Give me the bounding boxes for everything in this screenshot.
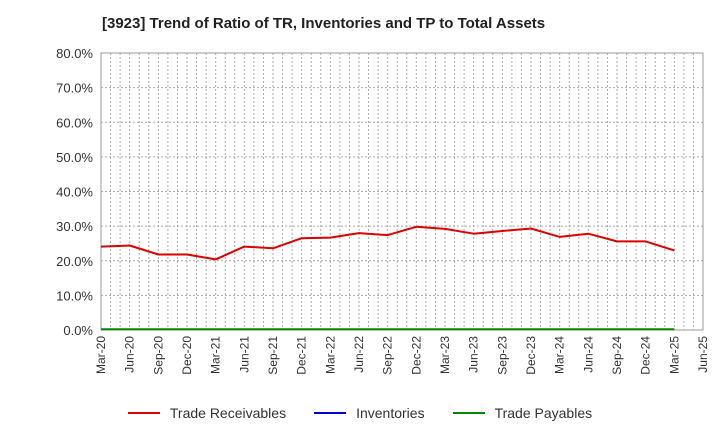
x-tick-label: Jun-24 <box>581 336 595 373</box>
x-tick-label: Dec-23 <box>524 336 538 375</box>
x-tick-label: Jun-23 <box>467 336 481 373</box>
x-tick-label: Mar-21 <box>209 336 223 374</box>
y-tick-label: 20.0% <box>56 254 93 269</box>
y-tick-label: 60.0% <box>56 115 93 130</box>
series-line-trade-receivables <box>100 225 675 261</box>
chart-title: [3923] Trend of Ratio of TR, Inventories… <box>102 15 546 32</box>
y-tick-label: 0.0% <box>63 323 93 338</box>
y-tick-label: 30.0% <box>56 219 93 234</box>
x-tick-label: Dec-22 <box>409 336 423 375</box>
legend-item-trade-receivables: Trade Receivables <box>127 405 287 421</box>
x-tick-label: Sep-24 <box>610 336 624 375</box>
y-axis-ticks: 0.0% 10.0% 20.0% 30.0% 40.0% 50.0% 60.0% 70.0% 8… <box>56 46 93 338</box>
legend-label-trade-receivables: Trade Receivables <box>169 405 287 421</box>
x-tick-label: Mar-24 <box>553 336 567 374</box>
x-tick-label: Mar-23 <box>438 336 452 374</box>
x-tick-label: Jun-22 <box>352 336 366 373</box>
legend: Trade Receivables Inventories Trade Paya… <box>0 405 720 421</box>
y-tick-label: 10.0% <box>56 288 93 303</box>
legend-swatch-trade-receivables <box>127 412 160 414</box>
x-tick-label: Mar-20 <box>94 336 108 374</box>
legend-label-trade-payables: Trade Payables <box>494 405 593 421</box>
x-tick-label: Jun-20 <box>123 336 137 373</box>
x-axis-ticks: Mar-20 Jun-20 Sep-20 Dec-20 Mar-21 Jun-21 Sep-… <box>94 336 710 375</box>
legend-item-trade-payables: Trade Payables <box>452 405 593 421</box>
x-tick-label: Dec-20 <box>180 336 194 375</box>
legend-label-inventories: Inventories <box>356 405 425 421</box>
x-tick-label: Mar-22 <box>323 336 337 374</box>
y-tick-label: 70.0% <box>56 81 93 96</box>
legend-swatch-trade-payables <box>452 412 485 414</box>
legend-item-inventories: Inventories <box>314 405 425 421</box>
x-tick-label: Dec-24 <box>639 336 653 375</box>
x-tick-label: Jun-25 <box>696 336 710 373</box>
x-tick-label: Mar-25 <box>667 336 681 374</box>
x-tick-label: Sep-23 <box>495 336 509 375</box>
y-tick-label: 80.0% <box>56 46 93 61</box>
x-tick-label: Sep-22 <box>381 336 395 375</box>
x-tick-label: Sep-21 <box>266 336 280 375</box>
y-tick-label: 50.0% <box>56 150 93 165</box>
y-tick-label: 40.0% <box>56 185 93 200</box>
grid-layer <box>101 53 703 330</box>
x-tick-label: Sep-20 <box>151 336 165 375</box>
x-tick-label: Jun-21 <box>237 336 251 373</box>
legend-swatch-inventories <box>314 412 347 414</box>
x-tick-label: Dec-21 <box>295 336 309 375</box>
series-layer <box>100 225 675 331</box>
